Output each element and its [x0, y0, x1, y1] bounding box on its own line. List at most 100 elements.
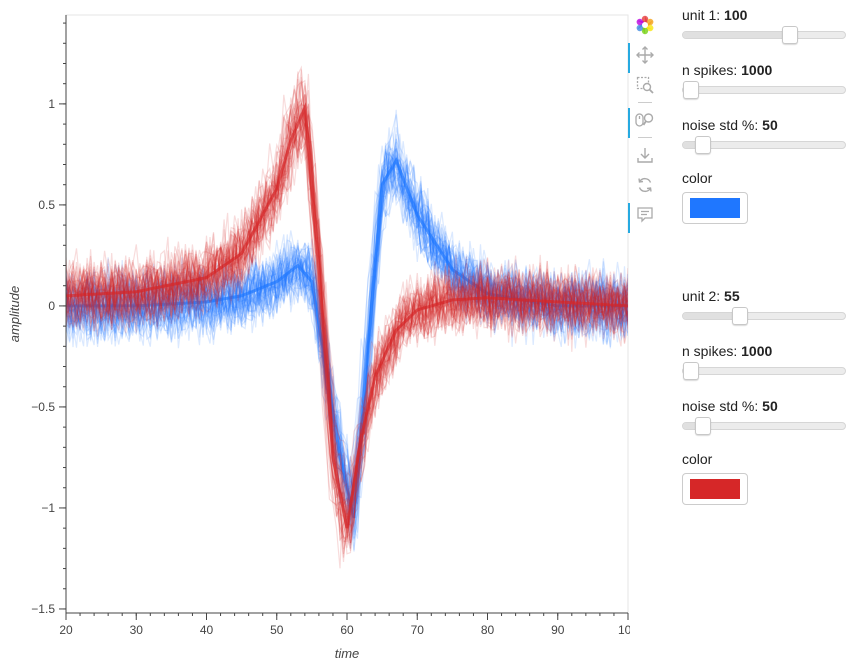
x-tick-label: 20 — [59, 623, 73, 637]
unit-1-spikes-label-text: n spikes: — [682, 62, 742, 78]
series-2-spike-trace — [66, 102, 628, 533]
series-2-spike-trace — [66, 93, 628, 516]
series-2-spike-trace — [66, 115, 628, 546]
series-2-spike-trace — [66, 122, 628, 530]
series-1-spike-trace — [66, 172, 628, 504]
unit-2-label-text: unit 2: — [682, 288, 725, 304]
unit-1-spikes-label: n spikes: 1000 — [682, 61, 852, 79]
series-1-traces — [66, 109, 628, 552]
box-zoom-tool[interactable] — [630, 70, 660, 100]
wheel-zoom-icon — [635, 113, 654, 127]
unit-2-noise-slider-handle[interactable] — [694, 417, 711, 435]
unit-2-noise-slider[interactable] — [682, 417, 846, 435]
series-1-spike-trace — [66, 160, 628, 493]
x-tick-label: 100 — [618, 623, 630, 637]
x-tick-label: 80 — [481, 623, 495, 637]
unit-1-slider[interactable] — [682, 26, 846, 44]
series-1-spike-trace — [66, 144, 628, 484]
series-2-spike-trace — [66, 85, 628, 569]
series-1-spike-trace — [66, 127, 628, 539]
series-2-spike-trace — [66, 85, 628, 539]
save-icon — [637, 148, 653, 163]
plot-frame — [65, 14, 629, 614]
save-tool[interactable] — [630, 140, 660, 170]
toolbar-separator — [638, 137, 652, 138]
unit-1-color-label: color — [682, 170, 713, 186]
y-tick-label: −1 — [41, 501, 55, 515]
unit-1-spikes-slider-handle[interactable] — [683, 81, 699, 99]
unit-2-spikes-slider-handle[interactable] — [683, 362, 699, 380]
bokeh-logo-icon[interactable] — [630, 10, 660, 40]
unit-2-noise-value: 50 — [762, 398, 778, 414]
x-tick-label: 90 — [551, 623, 565, 637]
series-2-spike-trace — [66, 113, 628, 539]
unit-1-color-picker[interactable] — [682, 192, 748, 224]
waveform-plot[interactable]: 20 30 40 50 60 70 80 90 100 −1.5 −1 −0.5 0 0.5 1 time am… — [0, 0, 630, 667]
plot-area[interactable]: 20 30 40 50 60 70 80 90 100 −1.5 −1 −0.5 0 0.5 1 time am… — [0, 0, 630, 667]
series-2-spike-trace — [66, 79, 628, 549]
unit-2-spikes-label: n spikes: 1000 — [682, 342, 852, 360]
series-2-spike-trace — [66, 83, 628, 543]
series-1-spike-trace — [66, 153, 628, 518]
unit-2-controls: unit 2: 55 n spikes: 1000 noise std %: 5… — [682, 287, 852, 505]
unit-1-noise-label-text: noise std %: — [682, 117, 763, 133]
unit-2-slider-label: unit 2: 55 — [682, 287, 852, 305]
box-zoom-icon — [636, 76, 654, 94]
series-1-spike-trace — [66, 157, 628, 506]
series-1-spike-trace — [66, 154, 628, 501]
x-axis-label: time — [335, 646, 360, 661]
x-tick-label: 60 — [340, 623, 354, 637]
x-tick-label: 50 — [270, 623, 284, 637]
series-2-spike-trace — [66, 90, 628, 544]
pan-icon — [636, 46, 654, 64]
unit-2-color-label: color — [682, 451, 713, 467]
unit-2-value: 55 — [724, 288, 740, 304]
series-2-spike-trace — [66, 114, 628, 510]
unit-1-spikes-value: 1000 — [741, 62, 773, 78]
wheel-zoom-tool[interactable] — [628, 105, 660, 138]
series-1-spike-trace — [66, 156, 628, 508]
series-1-spike-trace — [66, 157, 628, 503]
unit-1-spikes-slider[interactable] — [682, 81, 846, 99]
x-tick-label: 70 — [411, 623, 425, 637]
series-2-spike-trace — [66, 113, 628, 534]
plot-toolbar — [628, 10, 660, 233]
series-1-spike-trace — [66, 134, 628, 513]
unit-1-slider-label: unit 1: 100 — [682, 6, 852, 24]
unit-1-noise-slider-fill — [683, 142, 703, 148]
series-1-spike-trace — [66, 144, 628, 539]
unit-2-color-picker[interactable] — [682, 473, 748, 505]
series-2-spike-trace — [66, 69, 628, 545]
unit-2-spikes-label-text: n spikes: — [682, 343, 742, 359]
series-2-spike-trace — [66, 102, 628, 509]
unit-2-slider-fill — [683, 313, 740, 319]
unit-1-slider-handle[interactable] — [782, 26, 799, 44]
unit-1-noise-slider[interactable] — [682, 136, 846, 154]
unit-1-noise-slider-handle[interactable] — [694, 136, 711, 154]
series-1-spike-trace — [66, 140, 628, 540]
unit-2-slider[interactable] — [682, 307, 846, 325]
series-2-spike-trace — [66, 103, 628, 544]
unit-1-noise-label: noise std %: 50 — [682, 116, 852, 134]
series-2-spike-trace — [66, 93, 628, 543]
unit-2-slider-handle[interactable] — [731, 307, 748, 325]
hover-tool[interactable] — [628, 200, 660, 233]
series-1-spike-trace — [66, 141, 628, 509]
pan-tool[interactable] — [628, 40, 660, 73]
series-2-spike-trace — [66, 122, 628, 515]
unit-1-color-swatch — [690, 198, 740, 218]
series-2-spike-trace — [66, 80, 628, 554]
series-1-spike-trace — [66, 147, 628, 508]
series-2-spike-trace — [66, 121, 628, 533]
series-1-spike-trace — [66, 147, 628, 513]
reset-tool[interactable] — [630, 170, 660, 200]
unit-1-value: 100 — [724, 7, 748, 23]
unit-2-spikes-slider[interactable] — [682, 362, 846, 380]
unit-2-spikes-value: 1000 — [741, 343, 773, 359]
hover-icon — [637, 207, 653, 223]
series-1-spike-trace — [66, 158, 628, 518]
series-2-traces — [66, 65, 628, 569]
series-1-spike-trace — [66, 151, 628, 549]
series-2-spike-trace — [66, 89, 628, 563]
series-2-spike-trace — [66, 112, 628, 502]
